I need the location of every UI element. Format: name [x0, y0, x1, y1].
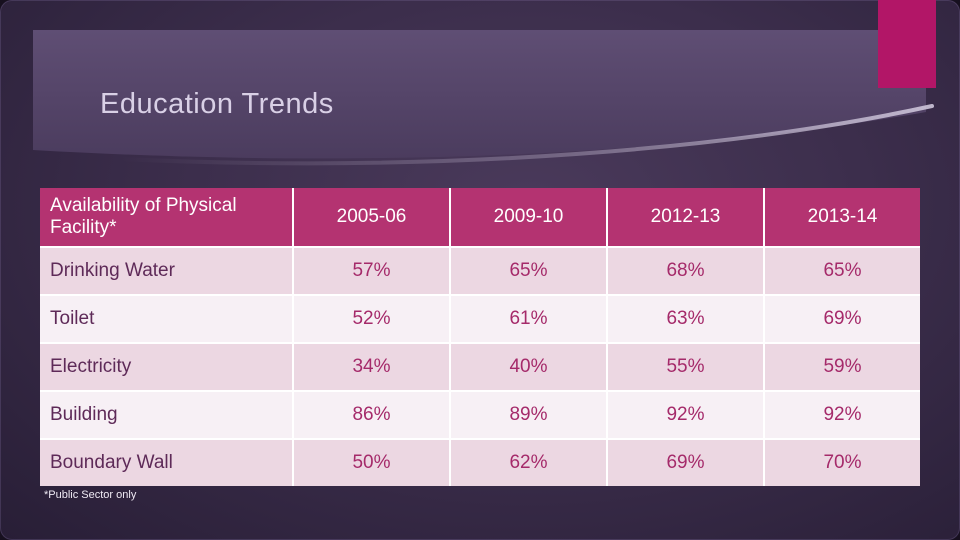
row-label-cell: Electricity [40, 344, 292, 390]
value-cell: 57% [294, 248, 449, 294]
value-cell: 65% [765, 248, 920, 294]
header-cell-2009-10: 2009-10 [451, 188, 606, 246]
row-label-cell: Toilet [40, 296, 292, 342]
value-cell: 34% [294, 344, 449, 390]
value-cell: 68% [608, 248, 763, 294]
value-cell: 40% [451, 344, 606, 390]
value-cell: 63% [608, 296, 763, 342]
value-cell: 55% [608, 344, 763, 390]
facility-table: Availability of Physical Facility* 2005-… [40, 188, 920, 486]
value-cell: 59% [765, 344, 920, 390]
value-cell: 92% [765, 392, 920, 438]
value-cell: 70% [765, 440, 920, 486]
row-label-cell: Boundary Wall [40, 440, 292, 486]
value-cell: 65% [451, 248, 606, 294]
value-cell: 50% [294, 440, 449, 486]
row-label-cell: Building [40, 392, 292, 438]
header-cell-2013-14: 2013-14 [765, 188, 920, 246]
value-cell: 92% [608, 392, 763, 438]
accent-bar [878, 0, 936, 88]
row-label-cell: Drinking Water [40, 248, 292, 294]
value-cell: 61% [451, 296, 606, 342]
header-cell-facility: Availability of Physical Facility* [40, 188, 292, 246]
value-cell: 52% [294, 296, 449, 342]
value-cell: 86% [294, 392, 449, 438]
slide-title: Education Trends [100, 88, 334, 120]
value-cell: 62% [451, 440, 606, 486]
value-cell: 69% [608, 440, 763, 486]
footnote: *Public Sector only [44, 489, 137, 501]
value-cell: 69% [765, 296, 920, 342]
header-cell-2012-13: 2012-13 [608, 188, 763, 246]
value-cell: 89% [451, 392, 606, 438]
header-cell-2005-06: 2005-06 [294, 188, 449, 246]
